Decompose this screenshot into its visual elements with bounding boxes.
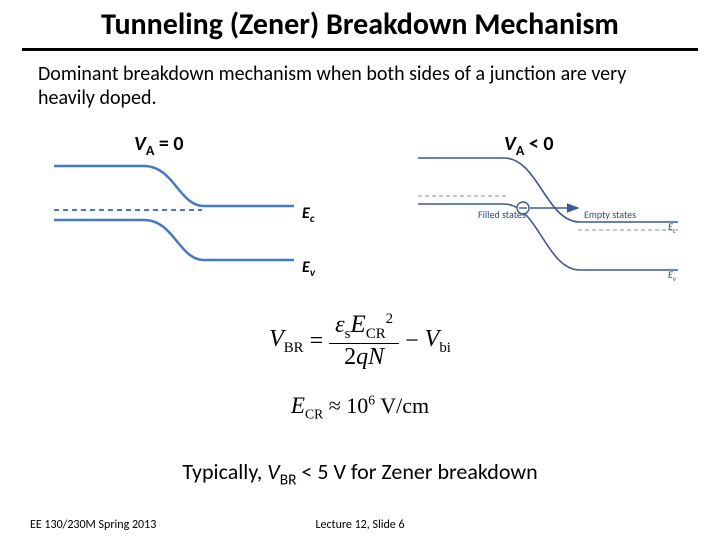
slide-description: Dominant breakdown mechanism when both s… [38, 62, 678, 110]
slide-title: Tunneling (Zener) Breakdown Mechanism [0, 6, 720, 43]
label-ec-right: Ec [668, 220, 676, 235]
label-ev-right: Ev [668, 268, 676, 283]
typically-line: Typically, VBR < 5 V for Zener breakdown [0, 458, 720, 489]
label-filled-states: Filled states [478, 208, 526, 221]
label-empty-states: Empty states [584, 208, 636, 221]
formula-vbr: VBR = εsECR2 2qN − Vbi [0, 312, 720, 371]
footer-center: Lecture 12, Slide 6 [0, 518, 720, 532]
title-rule [22, 48, 698, 51]
formula-ecr: ECR ≈ 106 V/cm [0, 392, 720, 422]
label-ev: Ev [302, 258, 315, 280]
band-diagram-left [54, 154, 294, 304]
label-ec: Ec [302, 204, 314, 226]
band-diagram-right [418, 152, 688, 292]
